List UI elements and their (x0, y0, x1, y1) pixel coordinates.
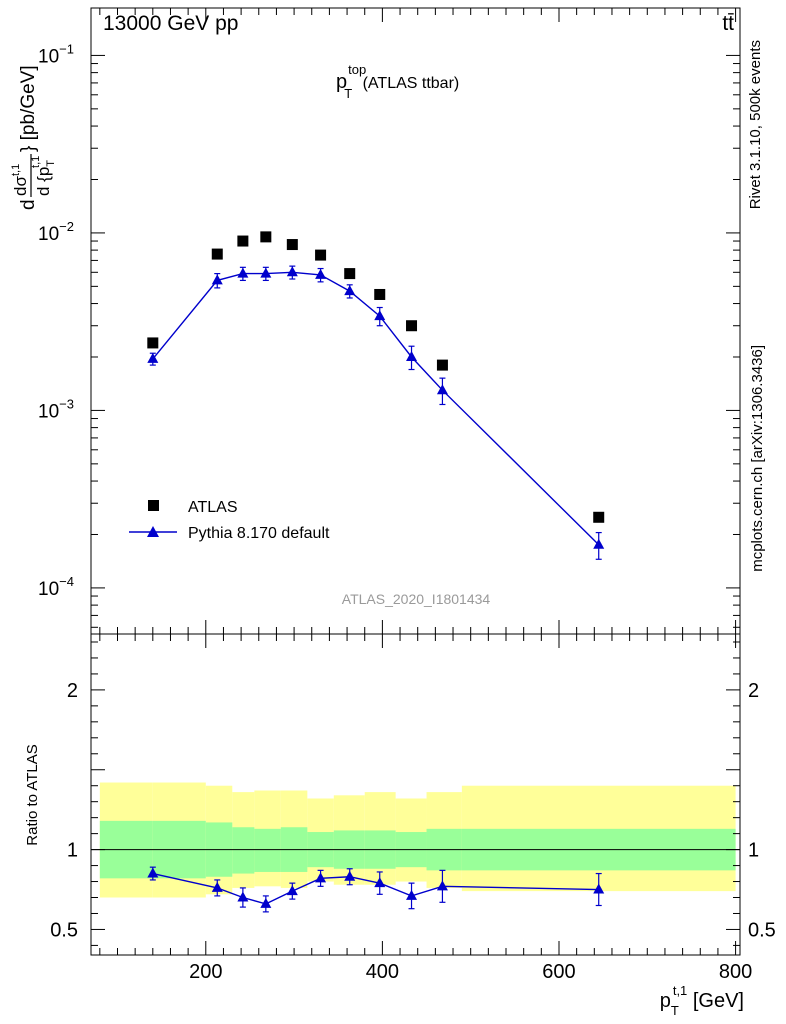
svg-text:d {pTt,1: d {pTt,1 (30, 156, 57, 196)
atlas-point (315, 249, 327, 261)
pythia-point (286, 266, 298, 277)
atlas-point (260, 231, 272, 243)
pythia-point (436, 384, 448, 395)
ratio-y-tick-label-right: 2 (748, 680, 759, 702)
legend-label-pythia: Pythia 8.170 default (188, 525, 330, 542)
svg-text:d: d (18, 199, 39, 210)
ratio-pythia-point (436, 880, 448, 891)
watermark: ATLAS_2020_I1801434 (342, 591, 491, 607)
uncertainty-band-inner (232, 827, 255, 874)
main-plot-area (147, 231, 605, 560)
atlas-point (344, 268, 356, 280)
atlas-point (286, 239, 298, 251)
ratio-pythia-point (260, 897, 272, 908)
ratio-pythia-point (237, 891, 249, 902)
atlas-point (211, 248, 223, 260)
svg-text:dσt,1: dσt,1 (10, 164, 30, 196)
atlas-point (406, 320, 418, 332)
legend-marker-pythia (147, 526, 159, 537)
header-right: tt̄ (722, 12, 734, 35)
main-y-tick-label: 10−2 (38, 219, 74, 245)
ratio-y-tick-label-right: 0.5 (748, 919, 776, 941)
main-panel: 10−1 10−2 10−3 10−4 ptop T (ATLAS ttbar) d d… (10, 7, 741, 635)
pythia-point (237, 267, 249, 278)
x-tick-label: 400 (366, 961, 399, 983)
ratio-pythia-point (593, 883, 605, 894)
ratio-pythia-point (286, 885, 298, 896)
ratio-y-tick-label: 0.5 (50, 919, 78, 941)
ratio-pythia-point (147, 867, 159, 878)
ratio-y-tick-label: 1 (67, 840, 78, 862)
legend-label-atlas: ATLAS (188, 499, 238, 516)
legend-marker-atlas (148, 500, 159, 511)
rivet-label: Rivet 3.1.10, 500k events (747, 40, 764, 209)
pythia-point (406, 350, 418, 361)
main-y-tick-label: 10−4 (38, 574, 74, 600)
ratio-panel: 0.5 0.5 1 1 2 2 200 400 600 800 Ratio to ATLAS pT… (24, 633, 776, 1018)
ratio-y-label: Ratio to ATLAS (24, 744, 41, 845)
atlas-point (374, 288, 386, 300)
ratio-plot-area (91, 782, 740, 913)
ratio-tick-labels: 0.5 0.5 1 1 2 2 200 400 600 800 (50, 680, 776, 983)
ratio-pythia-point (374, 877, 386, 888)
header-left: 13000 GeV pp (103, 12, 238, 35)
ratio-y-tick-label: 2 (67, 680, 78, 702)
atlas-point (147, 337, 159, 349)
mcplots-label: mcplots.cern.ch [arXiv:1306.3436] (749, 345, 766, 572)
x-tick-label: 200 (189, 961, 222, 983)
pythia-point (344, 285, 356, 296)
atlas-point (593, 511, 605, 523)
ratio-pythia-point (406, 889, 418, 900)
ratio-pythia-point (315, 872, 327, 883)
atlas-point (237, 235, 249, 247)
pythia-point (315, 268, 327, 279)
main-y-tick-label: 10−1 (38, 41, 74, 67)
main-axis-ticks (91, 8, 740, 634)
ratio-pythia-point (211, 881, 223, 892)
ratio-axis-ticks (91, 634, 740, 955)
pythia-point (593, 538, 605, 549)
legend: ATLAS Pythia 8.170 default (129, 499, 330, 542)
x-axis-label: pTt,1 [GeV] (660, 983, 744, 1018)
plot-title: ptop T (ATLAS ttbar) (336, 62, 459, 101)
ratio-pythia-point (344, 870, 356, 881)
x-tick-label: 800 (719, 961, 752, 983)
ratio-y-tick-label-right: 1 (748, 840, 759, 862)
pythia-point (374, 310, 386, 321)
pythia-point (211, 274, 223, 285)
x-tick-label: 600 (542, 961, 575, 983)
main-y-tick-label: 10−3 (38, 396, 74, 422)
atlas-point (436, 359, 448, 371)
main-y-label: d dσt,1 d {pTt,1 } [pb/GeV] (10, 65, 57, 210)
svg-text:} [pb/GeV]: } [pb/GeV] (18, 65, 39, 152)
uncertainty-band-inner (254, 828, 281, 872)
ratio-frame (90, 633, 741, 956)
main-y-tick-labels: 10−1 10−2 10−3 10−4 (38, 41, 74, 599)
pythia-point (260, 267, 272, 278)
pythia-point (147, 352, 159, 363)
